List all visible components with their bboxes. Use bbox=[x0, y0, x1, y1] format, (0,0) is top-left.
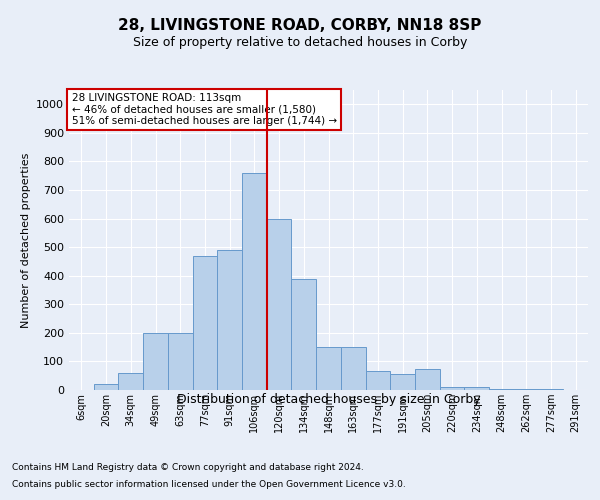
Bar bbox=[440, 387, 464, 390]
Bar bbox=[539, 388, 563, 390]
Bar bbox=[168, 333, 193, 390]
Text: 28 LIVINGSTONE ROAD: 113sqm
← 46% of detached houses are smaller (1,580)
51% of : 28 LIVINGSTONE ROAD: 113sqm ← 46% of det… bbox=[71, 93, 337, 126]
Bar bbox=[489, 388, 514, 390]
Text: Contains public sector information licensed under the Open Government Licence v3: Contains public sector information licen… bbox=[12, 480, 406, 489]
Bar bbox=[390, 374, 415, 390]
Bar bbox=[193, 256, 217, 390]
Bar bbox=[316, 347, 341, 390]
Bar bbox=[365, 372, 390, 390]
Bar bbox=[143, 333, 168, 390]
Bar bbox=[292, 278, 316, 390]
Bar bbox=[118, 373, 143, 390]
Text: Size of property relative to detached houses in Corby: Size of property relative to detached ho… bbox=[133, 36, 467, 49]
Bar bbox=[242, 173, 267, 390]
Bar bbox=[341, 347, 365, 390]
Bar bbox=[94, 384, 118, 390]
Text: Distribution of detached houses by size in Corby: Distribution of detached houses by size … bbox=[177, 392, 481, 406]
Text: Contains HM Land Registry data © Crown copyright and database right 2024.: Contains HM Land Registry data © Crown c… bbox=[12, 462, 364, 471]
Bar bbox=[514, 388, 539, 390]
Bar bbox=[464, 387, 489, 390]
Y-axis label: Number of detached properties: Number of detached properties bbox=[20, 152, 31, 328]
Bar bbox=[267, 218, 292, 390]
Bar bbox=[217, 250, 242, 390]
Text: 28, LIVINGSTONE ROAD, CORBY, NN18 8SP: 28, LIVINGSTONE ROAD, CORBY, NN18 8SP bbox=[118, 18, 482, 32]
Bar bbox=[415, 368, 440, 390]
